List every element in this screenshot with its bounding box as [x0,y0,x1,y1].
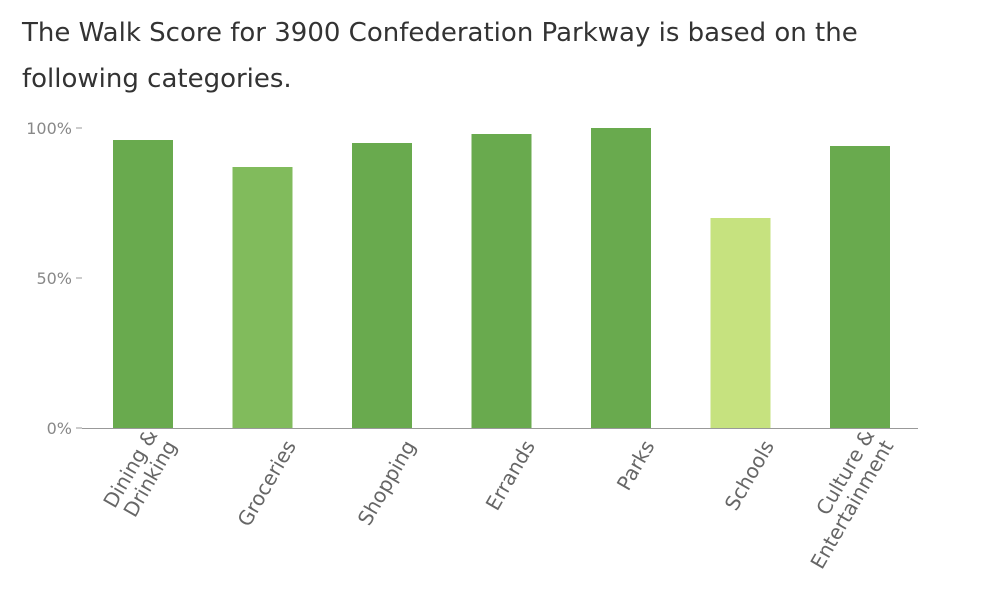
category-label-line: Parks [612,436,660,494]
category-label-line: Errands [481,436,540,514]
bar [830,146,890,428]
bar [710,218,771,428]
category-label: Parks [612,436,660,494]
bar [113,140,173,428]
category-label: Errands [481,436,540,514]
bar [591,128,651,428]
y-tick-label: 100% [26,119,72,138]
category-label: Schools [720,436,779,515]
y-tick-label: 50% [36,269,72,288]
category-label: Shopping [353,436,421,529]
category-label: Culture &Entertainment [786,425,898,573]
category-label-line: Schools [720,436,779,515]
category-label: Dining &Drinking [98,425,181,523]
category-label: Groceries [232,436,300,531]
category-label-line: Shopping [353,436,421,529]
bar [232,167,293,428]
bar [352,143,412,428]
category-label-line: Groceries [232,436,300,531]
intro-text: The Walk Score for 3900 Confederation Pa… [22,18,858,94]
y-tick-label: 0% [47,419,72,438]
bar [471,134,532,428]
